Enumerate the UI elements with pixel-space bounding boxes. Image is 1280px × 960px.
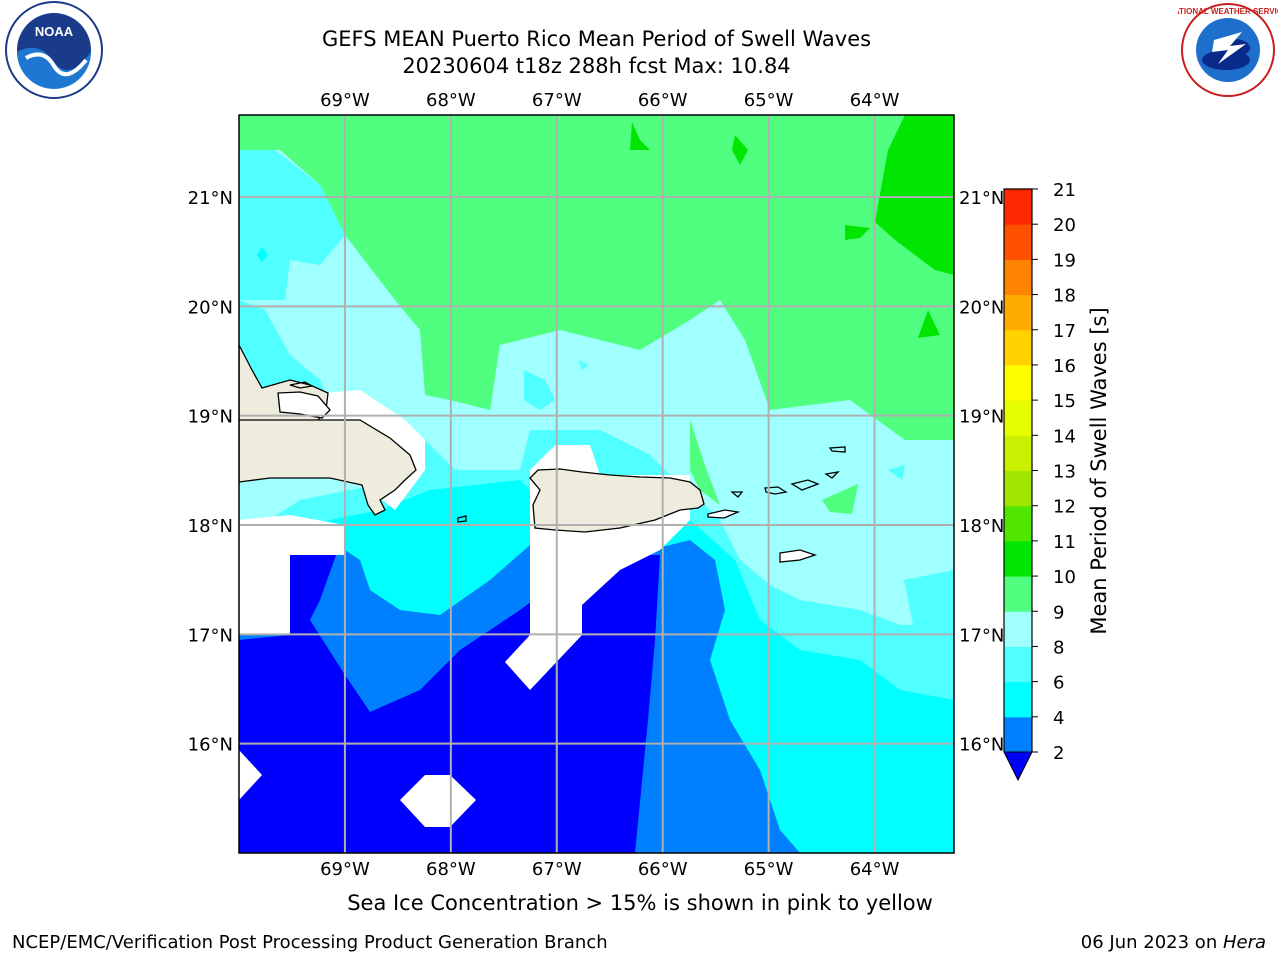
lon-tick-label: 68°W xyxy=(426,859,476,880)
lat-tick-label: 19°N xyxy=(188,407,233,428)
footer-date-text: 06 Jun 2023 on xyxy=(1080,932,1223,953)
colorbar-bin xyxy=(1004,611,1032,647)
chart-title: GEFS MEAN Puerto Rico Mean Period of Swe… xyxy=(321,27,872,51)
footer-credit: NCEP/EMC/Verification Post Processing Pr… xyxy=(12,932,608,953)
colorbar-tick-label: 18 xyxy=(1053,286,1076,307)
contour-field xyxy=(239,115,954,853)
lat-tick-label: 16°N xyxy=(188,735,233,756)
colorbar-bin xyxy=(1004,329,1032,366)
lat-tick-label: 17°N xyxy=(959,625,1004,646)
noaa-logo-text: NOAA xyxy=(35,24,74,39)
colorbar-bin xyxy=(1004,189,1032,225)
colorbar-tick-label: 11 xyxy=(1053,532,1076,553)
lon-tick-label: 69°W xyxy=(320,90,370,111)
colorbar-bin xyxy=(1004,646,1032,683)
lon-tick-label: 67°W xyxy=(532,90,582,111)
lon-tick-label: 69°W xyxy=(320,859,370,880)
lat-tick-label: 21°N xyxy=(959,188,1004,209)
colorbar-bin xyxy=(1004,294,1032,331)
colorbar-tick-label: 4 xyxy=(1053,708,1064,729)
colorbar-tick-label: 17 xyxy=(1053,321,1076,342)
nws-logo-text: NATIONAL WEATHER SERVICE xyxy=(1178,7,1278,16)
colorbar-tick-label: 20 xyxy=(1053,215,1076,236)
lon-tick-label: 64°W xyxy=(850,90,900,111)
chart-subtitle: 20230604 t18z 288h fcst Max: 10.84 xyxy=(402,54,791,78)
colorbar-tick-label: 13 xyxy=(1053,462,1076,483)
footer-host: Hera xyxy=(1222,932,1266,953)
colorbar-tick-label: 19 xyxy=(1053,250,1076,271)
lon-tick-label: 65°W xyxy=(744,859,794,880)
colorbar-bin xyxy=(1004,540,1032,577)
lat-tick-label: 20°N xyxy=(959,297,1004,318)
lat-tick-label: 17°N xyxy=(188,625,233,646)
colorbar: 2 4 6 8 9 10 11 12 13 14 15 16 17 18 19 20 21 xyxy=(1003,180,1076,782)
colorbar-label: Mean Period of Swell Waves [s] xyxy=(1087,307,1111,634)
colorbar-bin xyxy=(1004,505,1032,542)
colorbar-bin xyxy=(1004,470,1032,507)
colorbar-bin xyxy=(1004,681,1032,718)
lat-tick-label: 20°N xyxy=(188,297,233,318)
lon-tick-label: 68°W xyxy=(426,90,476,111)
lat-tick-label: 19°N xyxy=(959,407,1004,428)
nws-logo: NATIONAL WEATHER SERVICE xyxy=(1178,3,1278,97)
lon-tick-label: 65°W xyxy=(744,90,794,111)
lat-tick-label: 18°N xyxy=(959,516,1004,537)
colorbar-tick-label: 16 xyxy=(1053,356,1076,377)
colorbar-bin xyxy=(1004,716,1032,753)
map-frame xyxy=(238,114,955,854)
lon-tick-label: 64°W xyxy=(850,859,900,880)
colorbar-tick-label: 8 xyxy=(1053,637,1064,658)
colorbar-tick-label: 6 xyxy=(1053,673,1064,694)
lon-tick-label: 66°W xyxy=(638,859,688,880)
colorbar-bin xyxy=(1004,576,1032,612)
tick-labels: 69°W 69°W 68°W 68°W 67°W 67°W 66°W 66°W 65°W 65°W… xyxy=(188,90,1005,880)
colorbar-bin xyxy=(1004,435,1032,471)
noaa-logo: NOAA xyxy=(5,1,103,99)
lat-tick-label: 21°N xyxy=(188,188,233,209)
colorbar-tick-label: 14 xyxy=(1053,426,1076,447)
colorbar-tick-label: 15 xyxy=(1053,391,1076,412)
colorbar-tick-label: 2 xyxy=(1053,743,1064,764)
colorbar-tick-label: 21 xyxy=(1053,180,1076,201)
colorbar-tick-label: 10 xyxy=(1053,567,1076,588)
colorbar-bin xyxy=(1004,400,1032,436)
lon-tick-label: 66°W xyxy=(638,90,688,111)
colorbar-bin xyxy=(1004,259,1032,296)
colorbar-bin xyxy=(1004,364,1032,401)
colorbar-bin xyxy=(1004,224,1032,260)
colorbar-tick-label: 12 xyxy=(1053,497,1076,518)
colorbar-extend-arrow xyxy=(1003,751,1033,782)
footer-date: 06 Jun 2023 on Hera xyxy=(1081,932,1266,953)
lat-tick-label: 16°N xyxy=(959,735,1004,756)
graticule xyxy=(239,115,954,853)
lat-tick-label: 18°N xyxy=(188,516,233,537)
sea-ice-caption: Sea Ice Concentration > 15% is shown in … xyxy=(347,891,933,915)
lon-tick-label: 67°W xyxy=(532,859,582,880)
colorbar-tick-label: 9 xyxy=(1053,602,1064,623)
